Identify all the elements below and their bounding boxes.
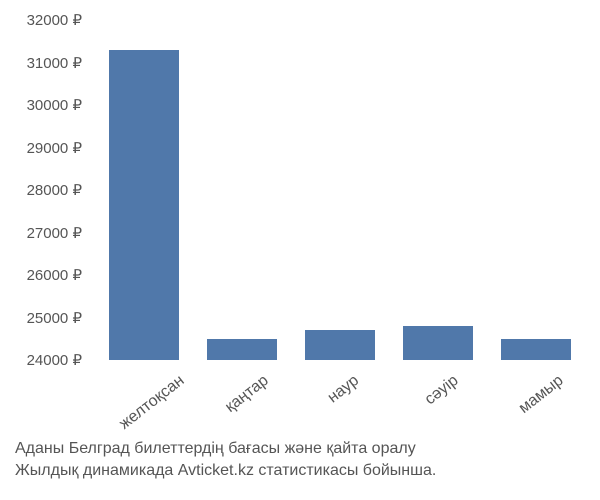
x-label-wrap: қаңтар <box>193 365 291 425</box>
y-tick-label: 26000 ₽ <box>27 266 82 284</box>
price-chart: 24000 ₽ 25000 ₽ 26000 ₽ 27000 ₽ 28000 ₽ 29000… <box>0 0 600 500</box>
bar-group <box>389 20 487 360</box>
y-tick-label: 32000 ₽ <box>27 11 82 29</box>
bar-group <box>193 20 291 360</box>
x-axis-labels: желтоқсан қаңтар наур сәуір мамыр <box>95 365 585 425</box>
bar <box>109 50 180 360</box>
x-tick-label: сәуір <box>422 372 463 409</box>
caption-line-1: Аданы Белград билеттердің бағасы және қа… <box>15 438 436 460</box>
bar <box>403 326 474 360</box>
y-axis: 24000 ₽25000 ₽26000 ₽27000 ₽28000 ₽29000… <box>0 20 90 360</box>
bar <box>207 339 278 360</box>
bar-group <box>291 20 389 360</box>
x-label-wrap: желтоқсан <box>95 365 193 425</box>
x-label-wrap: мамыр <box>487 365 585 425</box>
x-tick-label: қаңтар <box>222 372 272 417</box>
y-tick-label: 28000 ₽ <box>27 181 82 199</box>
x-tick-label: наур <box>325 372 363 407</box>
x-tick-label: мамыр <box>516 372 568 418</box>
x-label-wrap: наур <box>291 365 389 425</box>
y-tick-label: 29000 ₽ <box>27 139 82 157</box>
bar <box>305 330 376 360</box>
y-tick-label: 27000 ₽ <box>27 224 82 242</box>
plot-area <box>95 20 585 360</box>
y-tick-label: 24000 ₽ <box>27 351 82 369</box>
y-tick-label: 30000 ₽ <box>27 96 82 114</box>
bars-container <box>95 20 585 360</box>
y-tick-label: 25000 ₽ <box>27 309 82 327</box>
bar-group <box>95 20 193 360</box>
bar <box>501 339 572 360</box>
x-label-wrap: сәуір <box>389 365 487 425</box>
x-tick-label: желтоқсан <box>116 372 188 434</box>
caption-line-2: Жылдық динамикада Avticket.kz статистика… <box>15 460 436 482</box>
bar-group <box>487 20 585 360</box>
y-tick-label: 31000 ₽ <box>27 54 82 72</box>
chart-caption: Аданы Белград билеттердің бағасы және қа… <box>15 438 436 483</box>
